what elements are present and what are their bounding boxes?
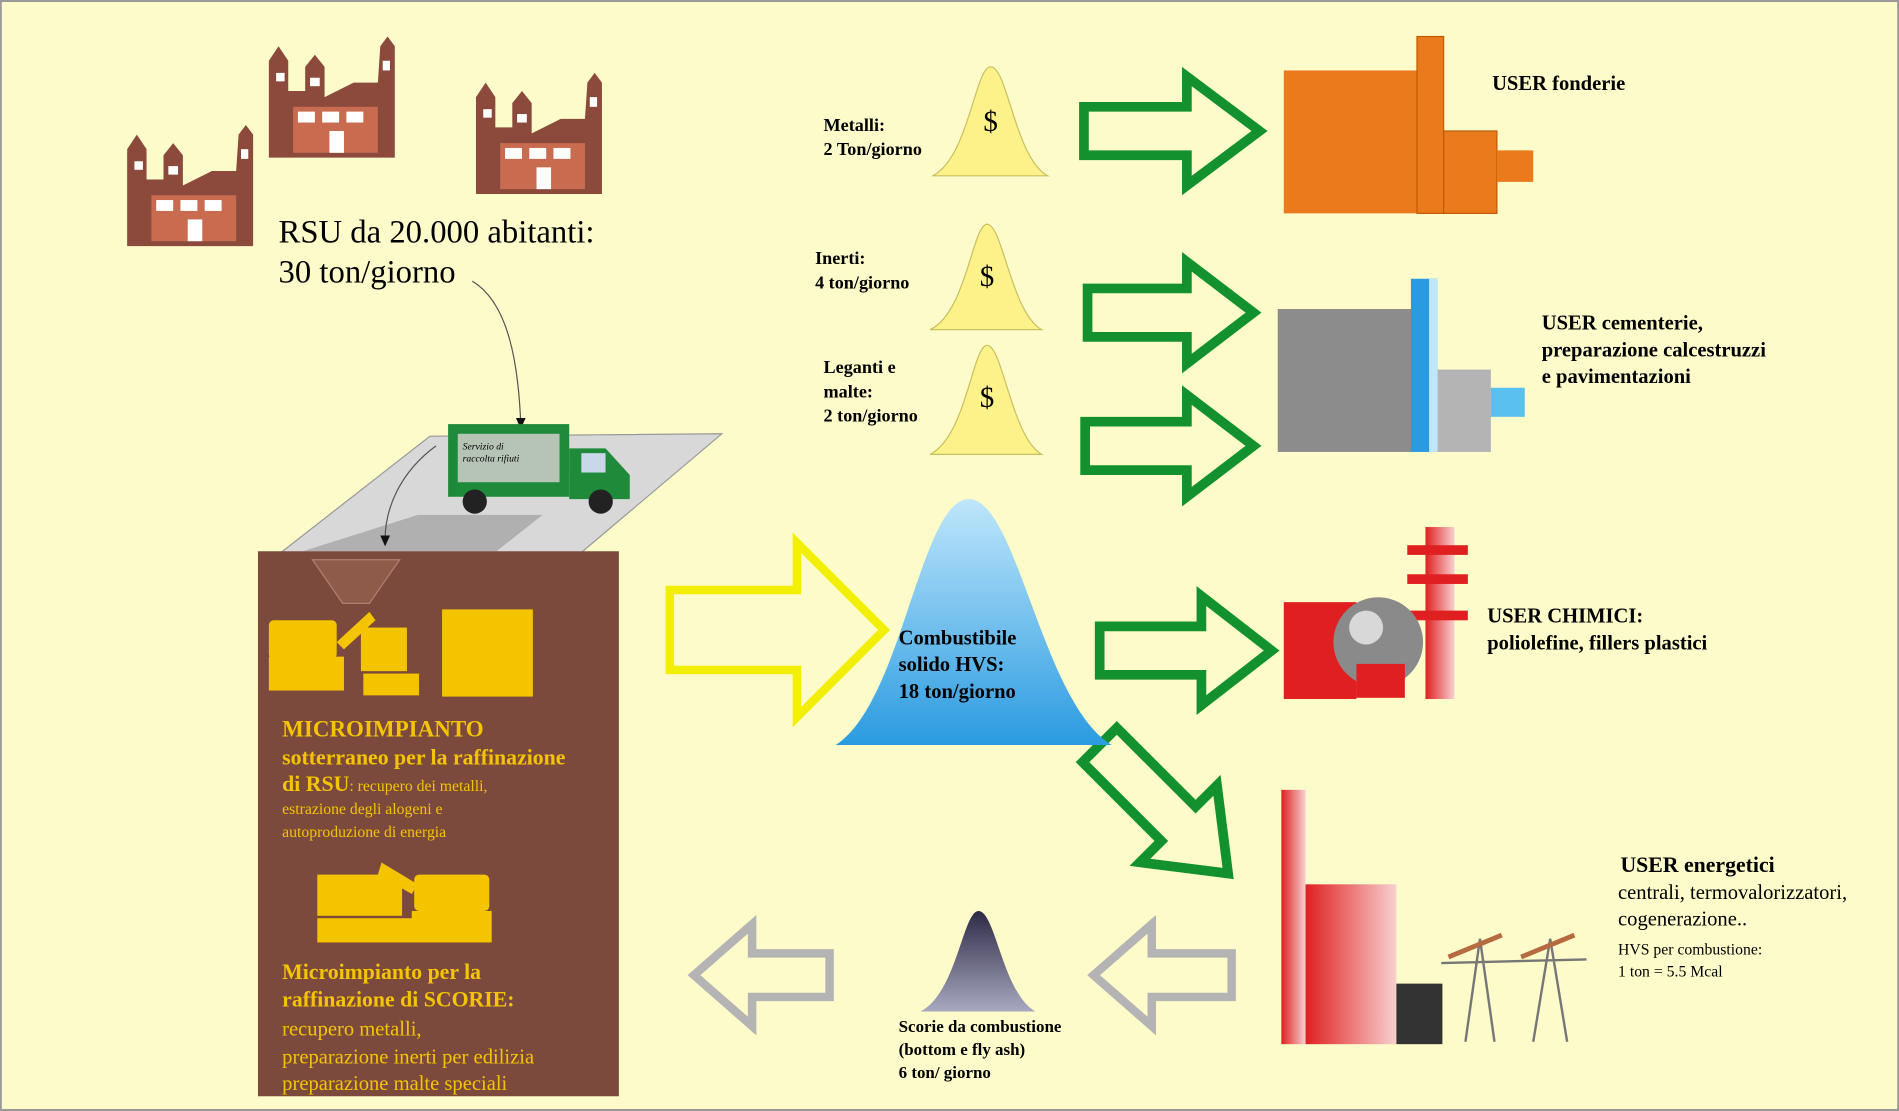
- pile-symbol: $: [983, 106, 998, 138]
- source-label: RSU da 20.000 abitanti:: [279, 214, 595, 250]
- product-label: Leganti e: [824, 357, 896, 377]
- plant-label: raffinazione di SCORIE:: [282, 988, 514, 1012]
- product-label: 4 ton/giorno: [815, 272, 909, 292]
- product-label: 2 Ton/giorno: [824, 139, 922, 159]
- plant-detail: : recupero dei metalli,: [349, 778, 487, 795]
- plant-label: di RSU: [282, 772, 349, 796]
- user-label: USER CHIMICI:: [1487, 606, 1643, 628]
- hvs-label: Combustibile: [899, 628, 1017, 650]
- source-label: 30 ton/giorno: [279, 254, 456, 290]
- plant-label: sotterraneo per la raffinazione: [282, 745, 566, 769]
- user-label: cogenerazione..: [1618, 908, 1747, 930]
- scorie-label: (bottom e fly ash): [899, 1040, 1026, 1059]
- user-note: 1 ton = 5.5 Mcal: [1618, 963, 1723, 980]
- user-label: e pavimentazioni: [1542, 366, 1691, 388]
- plant-detail: autoproduzione di energia: [282, 824, 446, 841]
- hvs-label: 18 ton/giorno: [899, 681, 1016, 703]
- plant-title: MICROIMPIANTO: [282, 716, 483, 742]
- pile-symbol: $: [980, 382, 995, 414]
- user-label: USER energetici: [1620, 853, 1774, 877]
- user-label: poliolefine, fillers plastici: [1487, 632, 1707, 654]
- user-label: USER fonderie: [1492, 73, 1625, 95]
- pile-symbol: $: [980, 261, 995, 293]
- scorie-label: 6 ton/ giorno: [899, 1063, 991, 1082]
- plant-detail: preparazione inerti per edilizia: [282, 1047, 534, 1069]
- user-label: USER cementerie,: [1542, 313, 1703, 335]
- hvs-label: solido HVS:: [899, 654, 1005, 676]
- scorie-label: Scorie da combustione: [899, 1017, 1062, 1036]
- plant-detail: recupero metalli,: [282, 1019, 421, 1041]
- product-label: malte:: [824, 381, 873, 401]
- truck-label: Servizio di: [463, 442, 504, 453]
- user-note: HVS per combustione:: [1618, 942, 1762, 959]
- plant-detail: preparazione malte speciali: [282, 1073, 507, 1095]
- product-label: 2 ton/giorno: [824, 406, 918, 426]
- user-label: preparazione calcestruzzi: [1542, 339, 1766, 361]
- truck-label: raccolta rifiuti: [463, 454, 520, 465]
- user-label: centrali, termovalorizzatori,: [1618, 882, 1847, 904]
- product-label: Metalli:: [824, 115, 886, 135]
- plant-detail: estrazione degli alogeni e: [282, 801, 442, 818]
- diagram: RSU da 20.000 abitanti: 30 ton/giorno Se…: [0, 0, 1899, 1111]
- product-label: Inerti:: [815, 248, 865, 268]
- plant-label: Microimpianto per la: [282, 960, 481, 984]
